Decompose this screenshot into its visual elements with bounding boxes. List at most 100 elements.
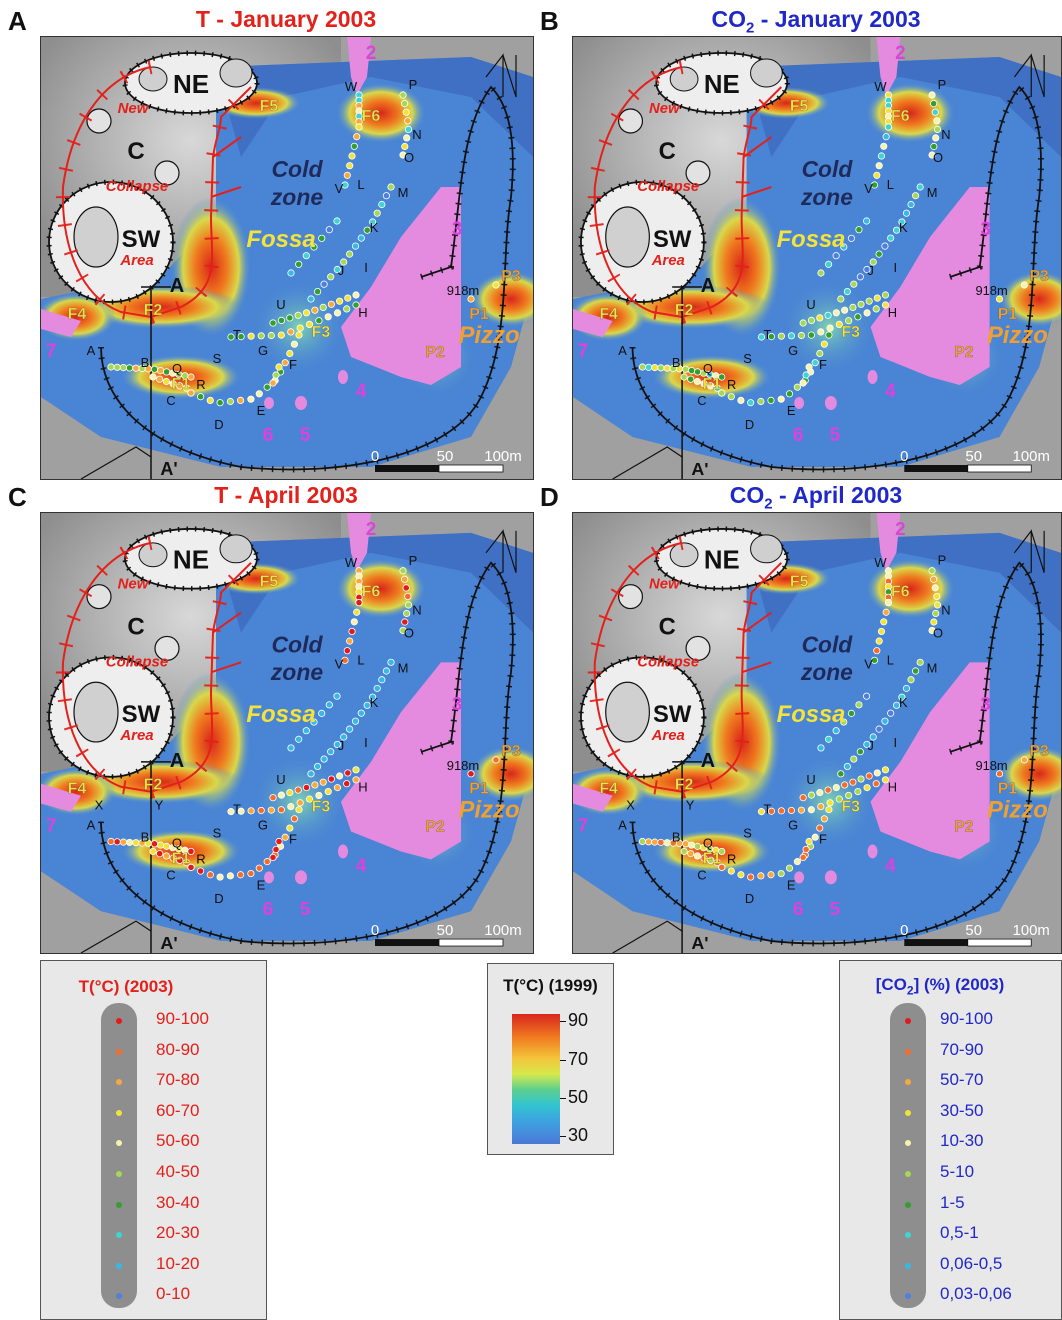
label-fossa: Fossa	[777, 226, 846, 253]
north-arrow-icon	[1013, 53, 1045, 98]
legend-co2-class-label: 0,03-0,06	[940, 1284, 1012, 1304]
survey-point	[713, 859, 721, 867]
survey-point	[849, 778, 857, 786]
label-profile-m: M	[927, 660, 938, 675]
label-site-4: 4	[356, 381, 367, 402]
crater-pit-new	[618, 584, 644, 610]
legend-co2-class-label: 90-100	[940, 1009, 993, 1028]
survey-point	[687, 850, 695, 858]
crater-pit-new	[618, 108, 644, 134]
pink-deposit-4	[338, 844, 348, 859]
survey-point	[837, 295, 845, 303]
survey-point	[318, 709, 326, 717]
label-cold: Cold	[802, 631, 854, 657]
survey-point	[651, 838, 659, 846]
panel-letter-d: D	[540, 482, 559, 512]
survey-point	[187, 389, 195, 397]
legend-temperature-class-label: 0-10	[156, 1284, 191, 1304]
label-p3: P3	[1029, 743, 1049, 760]
survey-point	[807, 316, 816, 324]
pink-deposit-3	[341, 187, 461, 385]
legend-co2-class-dot	[905, 1201, 911, 1208]
survey-point	[315, 791, 323, 800]
label-site-3: 3	[980, 219, 990, 240]
label-f6: F6	[891, 584, 910, 601]
crater-rim	[100, 85, 514, 471]
label-fossa: Fossa	[777, 701, 846, 728]
survey-point	[320, 755, 328, 763]
label-profile-u: U	[806, 772, 815, 787]
survey-point	[169, 380, 177, 388]
panel-title-c: T - April 2003	[214, 482, 358, 508]
label-ne-crater: NE	[173, 69, 209, 99]
label-site-3: 3	[980, 693, 990, 714]
label-new: New	[118, 576, 150, 593]
label-pizzo: Pizzo	[987, 322, 1048, 349]
label-profile-o: O	[404, 625, 414, 640]
survey-point	[875, 725, 883, 733]
pink-deposit-7	[573, 309, 613, 337]
label-elevation: 918m	[975, 283, 1007, 298]
label-site-3: 3	[452, 694, 463, 715]
survey-point	[346, 637, 354, 645]
label-profile-l: L	[357, 652, 364, 667]
survey-point	[352, 301, 360, 309]
survey-point	[837, 770, 845, 778]
legend-temperature-class-dot	[116, 1109, 122, 1116]
scale-bar-black	[904, 465, 968, 472]
survey-point	[119, 838, 128, 846]
survey-point	[335, 297, 344, 305]
survey-point	[333, 217, 341, 225]
legend-temperature-class-dot	[116, 1232, 122, 1239]
survey-point	[887, 234, 895, 242]
label-profile-p: P	[409, 553, 418, 568]
label-p3: P3	[1029, 268, 1049, 285]
label-profile-c: C	[166, 867, 175, 882]
label-profile-u: U	[276, 297, 285, 312]
survey-point	[880, 618, 888, 626]
survey-point	[401, 618, 409, 626]
survey-point	[847, 709, 855, 717]
map-panel-d: NE C SW New Collapse Area Cold zone Fossa Pizzo 91…	[572, 512, 1062, 954]
survey-point	[313, 762, 322, 771]
legend-temperature-class-label: 30-40	[156, 1192, 200, 1212]
survey-point	[916, 183, 924, 191]
survey-point	[930, 99, 938, 108]
label-p1: P1	[469, 781, 489, 798]
survey-point	[832, 783, 840, 792]
label-section-a-prime: A'	[160, 933, 177, 953]
survey-point	[227, 808, 235, 816]
legend-temperature-class-label: 40-50	[156, 1162, 200, 1181]
survey-point	[841, 781, 849, 789]
survey-point	[286, 314, 294, 322]
survey-point	[169, 854, 177, 862]
survey-point	[1020, 281, 1028, 289]
label-p3: P3	[501, 743, 521, 760]
label-profile-j: J	[867, 738, 873, 753]
label-collapse: Collapse	[637, 654, 699, 670]
survey-point	[333, 265, 341, 274]
label-profile-u: U	[276, 772, 285, 787]
survey-point	[382, 667, 390, 675]
label-profile-r: R	[727, 851, 736, 866]
label-profile-n: N	[941, 127, 950, 142]
label-f2: F2	[144, 777, 163, 794]
scale-label-0: 0	[371, 922, 379, 939]
survey-point	[737, 396, 745, 404]
label-elevation: 918m	[975, 758, 1007, 773]
crater-ne-pit-2	[750, 58, 783, 88]
hot-zone-pizzo	[471, 271, 533, 327]
scale-label-100m: 100m	[1013, 448, 1050, 465]
legend-co2-class-dot	[905, 1018, 911, 1024]
survey-point	[880, 142, 888, 150]
scale-bar-black	[904, 939, 968, 947]
survey-point	[845, 791, 853, 800]
survey-point	[847, 234, 855, 242]
crater-pit-c	[154, 160, 180, 186]
survey-point	[688, 366, 696, 375]
survey-point	[870, 181, 879, 189]
legend-co2-class-label: 0,5-1	[940, 1223, 979, 1243]
survey-point	[343, 305, 351, 313]
survey-point	[187, 863, 195, 871]
north-arrow-icon	[485, 53, 517, 98]
